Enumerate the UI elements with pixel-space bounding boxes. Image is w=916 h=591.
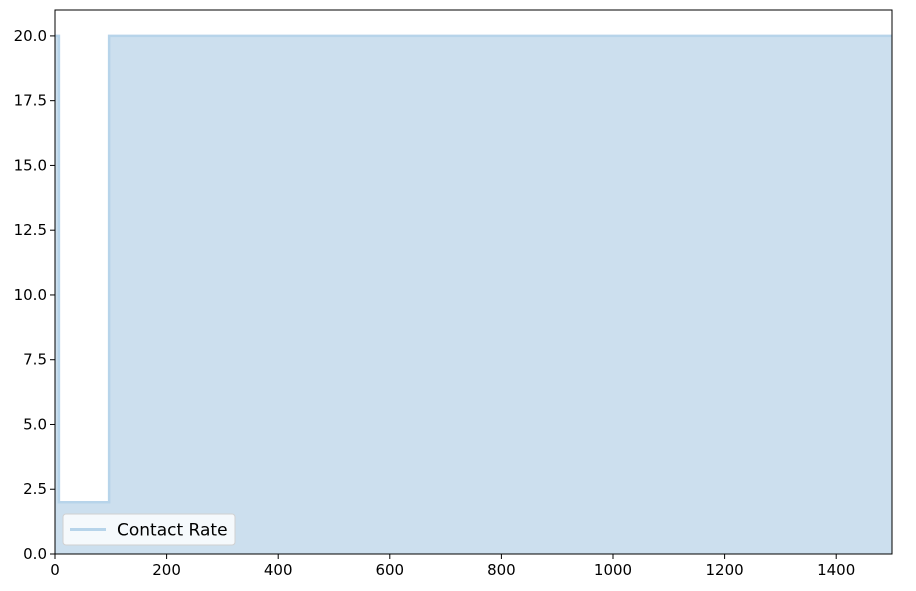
y-tick-label: 0.0 xyxy=(23,545,47,563)
x-tick-label: 400 xyxy=(264,561,293,579)
series-area-0 xyxy=(55,35,892,554)
legend-label: Contact Rate xyxy=(117,521,228,541)
x-tick-label: 600 xyxy=(375,561,404,579)
legend-box xyxy=(62,513,236,546)
x-tick-label: 1200 xyxy=(706,561,744,579)
y-tick-label: 5.0 xyxy=(23,415,47,433)
x-tick-label: 200 xyxy=(152,561,181,579)
y-tick-label: 20.0 xyxy=(14,27,47,45)
y-tick-label: 10.0 xyxy=(14,286,47,304)
x-tick-label: 1400 xyxy=(817,561,855,579)
series-line-0 xyxy=(55,34,892,504)
plot-area xyxy=(55,34,892,554)
y-tick-label: 15.0 xyxy=(14,156,47,174)
legend: Contact Rate xyxy=(62,513,236,546)
y-tick-label: 17.5 xyxy=(14,92,47,110)
axes-frame xyxy=(54,9,893,555)
x-tick-label: 0 xyxy=(50,561,60,579)
y-tick-label: 7.5 xyxy=(23,351,47,369)
axes: 0 200 400 600 800 1000 1200 1400 0.0 2.5 5.0 7.5 10.… xyxy=(14,9,893,579)
x-tick-label: 800 xyxy=(487,561,516,579)
y-tick-label: 12.5 xyxy=(14,221,47,239)
y-tick-label: 2.5 xyxy=(23,480,47,498)
x-tick-label: 1000 xyxy=(594,561,632,579)
